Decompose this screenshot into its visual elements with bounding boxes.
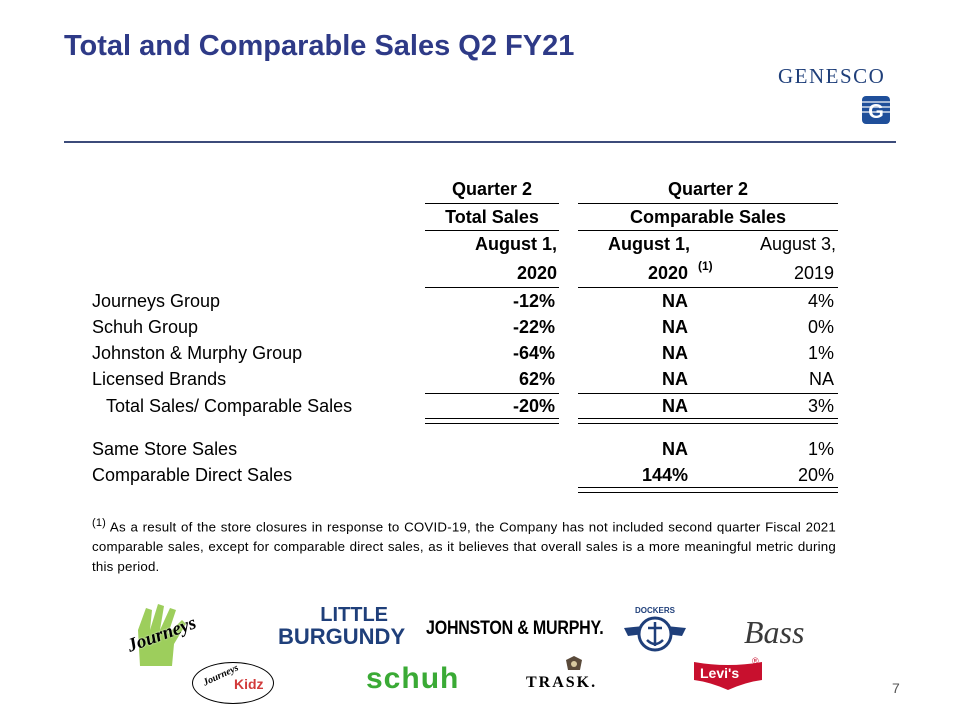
row-total-value: 62%	[518, 369, 555, 389]
row-total-value: -22%	[512, 317, 555, 337]
little-burgundy-line2: BURGUNDY	[278, 624, 406, 649]
logo-wordmark: GENESCO	[778, 64, 886, 88]
title-divider	[64, 141, 896, 143]
col-comp2019-line2: 2019	[793, 263, 834, 283]
col-comp2020-footnote-ref: (1)	[698, 259, 713, 273]
row-label: Licensed Brands	[92, 369, 227, 389]
footnote-marker: (1)	[92, 517, 107, 529]
row-comp2020-value: NA	[662, 343, 688, 363]
col-total-date-line2: 2020	[516, 263, 557, 283]
header-bottom-rule	[425, 287, 559, 288]
row-comp2020-value: NA	[662, 369, 688, 389]
johnston-murphy-logo: JOHNSTON & MURPHY.	[426, 618, 604, 639]
levis-logo: Levi's ®	[692, 656, 764, 692]
genesco-g-icon: G	[862, 96, 890, 124]
row-total-value: -64%	[512, 343, 555, 363]
direct-sales-double-rule	[578, 487, 838, 493]
row-comp2020-value: 144%	[641, 465, 688, 485]
col-comp2020-line1: August 1,	[607, 234, 690, 254]
dockers-wings-icon	[624, 616, 686, 652]
col-comp2020-line2: 2020	[578, 263, 688, 284]
row-comp2019-value: 4%	[807, 291, 834, 311]
subtotal-rule	[578, 393, 838, 394]
footnote-text: As a result of the store closures in res…	[92, 519, 836, 575]
page-number: 7	[892, 680, 900, 696]
col-comp2019-line1: August 3,	[759, 234, 836, 254]
row-label: Journeys Group	[92, 291, 221, 311]
row-comp2019-value: NA	[808, 369, 834, 389]
header-underline	[578, 230, 838, 231]
slide-title: Total and Comparable Sales Q2 FY21	[64, 30, 575, 62]
total-double-rule	[425, 418, 559, 424]
journeys-kidz-logo: Journeys Kidz	[192, 662, 276, 706]
journeys-kidz-oval	[192, 662, 274, 704]
row-label: Johnston & Murphy Group	[92, 343, 303, 363]
bass-logo: Bass	[744, 614, 805, 650]
footnote: (1) As a result of the store closures in…	[92, 513, 836, 577]
registered-icon: ®	[752, 656, 759, 666]
hand-icon	[138, 604, 186, 666]
trask-wordmark: TRASK.	[526, 674, 598, 691]
dockers-logo: DOCKERS	[622, 606, 688, 662]
row-comp2019-value: 1%	[807, 439, 834, 459]
row-comp2019-value: 20%	[797, 465, 834, 485]
row-total-value: -12%	[512, 291, 555, 311]
row-label: Same Store Sales	[92, 439, 238, 459]
row-comp2020-value: NA	[662, 439, 688, 459]
header-comparable-sales: Comparable Sales	[629, 207, 787, 227]
little-burgundy-logo: LITTLE BURGUNDY	[278, 604, 406, 649]
header-underline	[425, 230, 559, 231]
row-label: Schuh Group	[92, 317, 199, 337]
row-comp2020-value: NA	[662, 291, 688, 311]
row-comp2020-value: NA	[662, 317, 688, 337]
header-underline	[425, 203, 559, 204]
row-total-value: -20%	[512, 396, 555, 416]
row-comp2019-value: 0%	[807, 317, 834, 337]
journeys-logo: Journeys	[120, 600, 200, 670]
col-total-date-line1: August 1,	[474, 234, 557, 254]
genesco-logo: GENESCO G	[778, 64, 896, 124]
header-quarter-2-comparable: Quarter 2	[667, 179, 749, 199]
trask-logo: TRASK.	[526, 656, 626, 692]
row-label: Comparable Direct Sales	[92, 465, 293, 485]
levis-wordmark: Levi's	[700, 665, 740, 681]
schuh-logo: schuh	[366, 662, 460, 695]
levis-batwing-icon	[694, 662, 762, 690]
row-comp2020-value: NA	[662, 396, 688, 416]
total-double-rule	[578, 418, 838, 424]
row-comp2019-value: 3%	[807, 396, 834, 416]
svg-text:G: G	[868, 101, 884, 123]
header-underline	[578, 203, 838, 204]
header-bottom-rule	[578, 287, 838, 288]
little-burgundy-line1: LITTLE	[320, 604, 388, 626]
journeys-kidz-kidz: Kidz	[234, 676, 264, 692]
header-total-sales: Total Sales	[445, 207, 539, 227]
header-quarter-2-total: Quarter 2	[451, 179, 533, 199]
row-comp2019-value: 1%	[807, 343, 834, 363]
dockers-wordmark: DOCKERS	[634, 606, 675, 615]
col-comp2020-year: 2020	[647, 263, 688, 283]
trask-crest-icon	[566, 656, 582, 670]
subtotal-rule	[425, 393, 559, 394]
row-label-total: Total Sales/ Comparable Sales	[106, 396, 353, 416]
